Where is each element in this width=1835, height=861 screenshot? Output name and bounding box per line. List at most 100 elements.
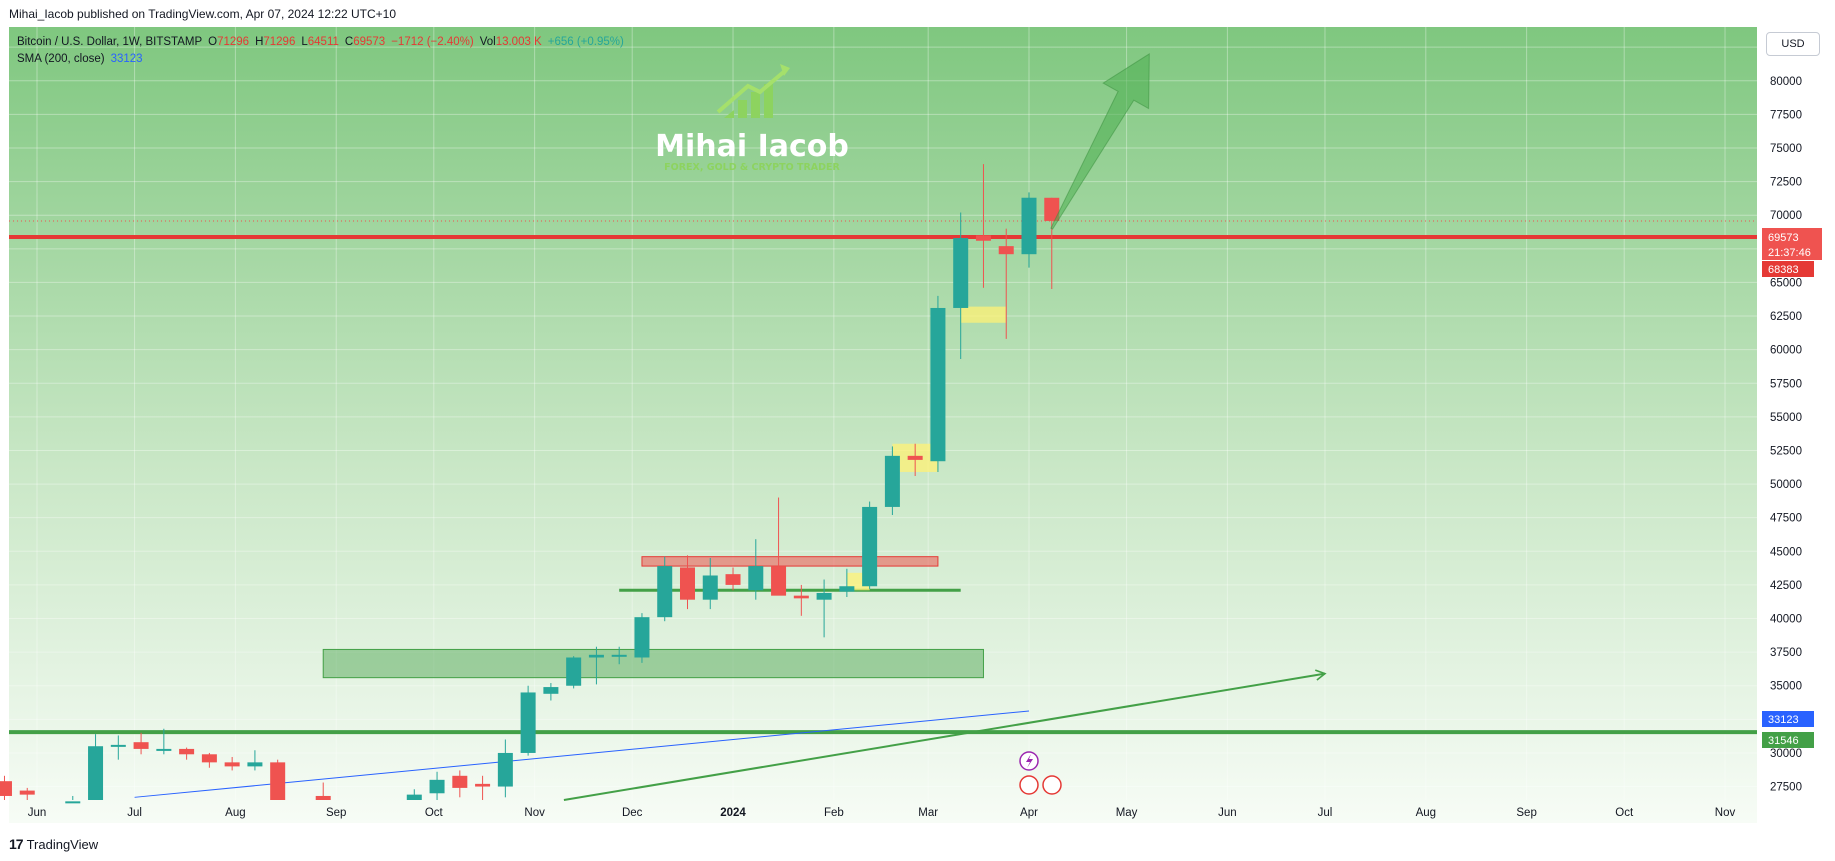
candle (725, 567, 741, 591)
y-tick-label: 80000 (1770, 76, 1802, 88)
lines (9, 220, 1757, 798)
close-value: C69573 (344, 36, 386, 48)
candle (475, 775, 491, 800)
volume-value: Vol13.003 K (479, 36, 542, 48)
candle (179, 747, 195, 760)
candle-body (725, 574, 741, 585)
candle (839, 568, 855, 598)
candle (133, 732, 149, 755)
candle (702, 558, 718, 610)
x-tick-label: May (1116, 807, 1138, 819)
sma-tag: 33123 (1768, 714, 1799, 726)
y-tick-label: 72500 (1770, 177, 1802, 189)
resistance-tag: 68383 (1768, 264, 1799, 276)
countdown-tag: 21:37:46 (1768, 247, 1811, 259)
candle-body (88, 746, 104, 800)
candle (429, 771, 445, 800)
sma-row: SMA (200, close) 33123 (17, 51, 624, 68)
candle-body (975, 235, 991, 241)
candle (88, 734, 104, 800)
tradingview-logo-icon[interactable]: 17 (9, 836, 24, 852)
candle-body (201, 754, 217, 763)
grid (9, 27, 1757, 800)
candle (247, 750, 263, 771)
y-tick-label: 50000 (1770, 479, 1802, 491)
candle (65, 795, 81, 804)
candle-body (497, 752, 513, 787)
legend: Bitcoin / U.S. Dollar, 1W, BITSTAMP O712… (17, 34, 624, 68)
candle-body (133, 742, 149, 749)
candle-body (748, 566, 764, 591)
low-value: L64511 (301, 36, 339, 48)
footer-brand[interactable]: TradingView (26, 836, 99, 852)
event-icons[interactable] (1019, 751, 1062, 795)
projection-arrow (1050, 52, 1150, 230)
high-value: H71296 (255, 36, 296, 48)
candle-body (179, 748, 195, 755)
candle (543, 683, 559, 701)
currency-button[interactable]: USD (1766, 32, 1820, 56)
y-tick-label: 30000 (1770, 748, 1802, 760)
candle (497, 739, 513, 798)
candle (998, 228, 1014, 339)
candle (520, 685, 536, 756)
y-tick-label: 42500 (1770, 580, 1802, 592)
candle (224, 756, 240, 771)
y-tick-label: 70000 (1770, 210, 1802, 222)
candle-body (998, 246, 1014, 255)
x-tick-label: Jul (127, 807, 142, 819)
volume-change: +656 (+0.95%) (547, 36, 624, 48)
sma-label[interactable]: SMA (200, close) (17, 53, 105, 65)
us-flag-icon[interactable] (1042, 775, 1062, 795)
candle (748, 539, 764, 600)
watermark: Mihai Iacob FOREX, GOLD & CRYPTO TRADER (655, 64, 849, 173)
last-price-tag: 69573 (1768, 232, 1799, 244)
x-tick-label: Sep (1516, 807, 1536, 819)
candles (0, 164, 1060, 804)
x-tick-label: Jun (28, 807, 47, 819)
lightning-glyph (1026, 754, 1033, 768)
candle-body (771, 566, 787, 596)
candle-body (0, 781, 12, 796)
candle (156, 728, 172, 755)
x-tick-label: Aug (1416, 807, 1436, 819)
candle (884, 446, 900, 515)
open-value: O71296 (208, 36, 250, 48)
candle-body (634, 617, 650, 658)
candle (19, 787, 35, 800)
candle-body (793, 595, 809, 599)
candle-body (816, 592, 832, 600)
x-tick-label: Oct (1615, 807, 1634, 819)
x-tick-label: 2024 (720, 807, 746, 819)
candle (452, 770, 468, 798)
candle-body (475, 783, 491, 787)
candle (679, 555, 695, 610)
candle (975, 164, 991, 288)
y-tick-label: 62500 (1770, 311, 1802, 323)
candle (315, 782, 331, 800)
drawings (563, 52, 1327, 801)
y-tick-label: 75000 (1770, 143, 1802, 155)
y-tick-label: 60000 (1770, 345, 1802, 357)
x-tick-label: Nov (1715, 807, 1736, 819)
candle-body (702, 575, 718, 600)
candle-body (543, 687, 559, 694)
demand-zone (322, 648, 984, 679)
us-flag-icon[interactable] (1019, 775, 1039, 795)
candle-body (657, 566, 673, 618)
candle-body (884, 455, 900, 507)
x-tick-label: Nov (524, 807, 545, 819)
candle (201, 752, 217, 768)
candle-body (224, 762, 240, 767)
candle-body (1044, 197, 1060, 221)
candle-body (862, 506, 878, 587)
candle-body (110, 744, 126, 747)
y-axis: 2750030000325003500037500400004250045000… (1770, 42, 1802, 793)
candle (1044, 197, 1060, 289)
x-tick-label: Dec (622, 807, 643, 819)
candle-body (520, 692, 536, 753)
resistance-tag-bg (1762, 261, 1814, 277)
symbol-title[interactable]: Bitcoin / U.S. Dollar, 1W, BITSTAMP (17, 36, 203, 48)
y-tick-label: 65000 (1770, 277, 1802, 289)
